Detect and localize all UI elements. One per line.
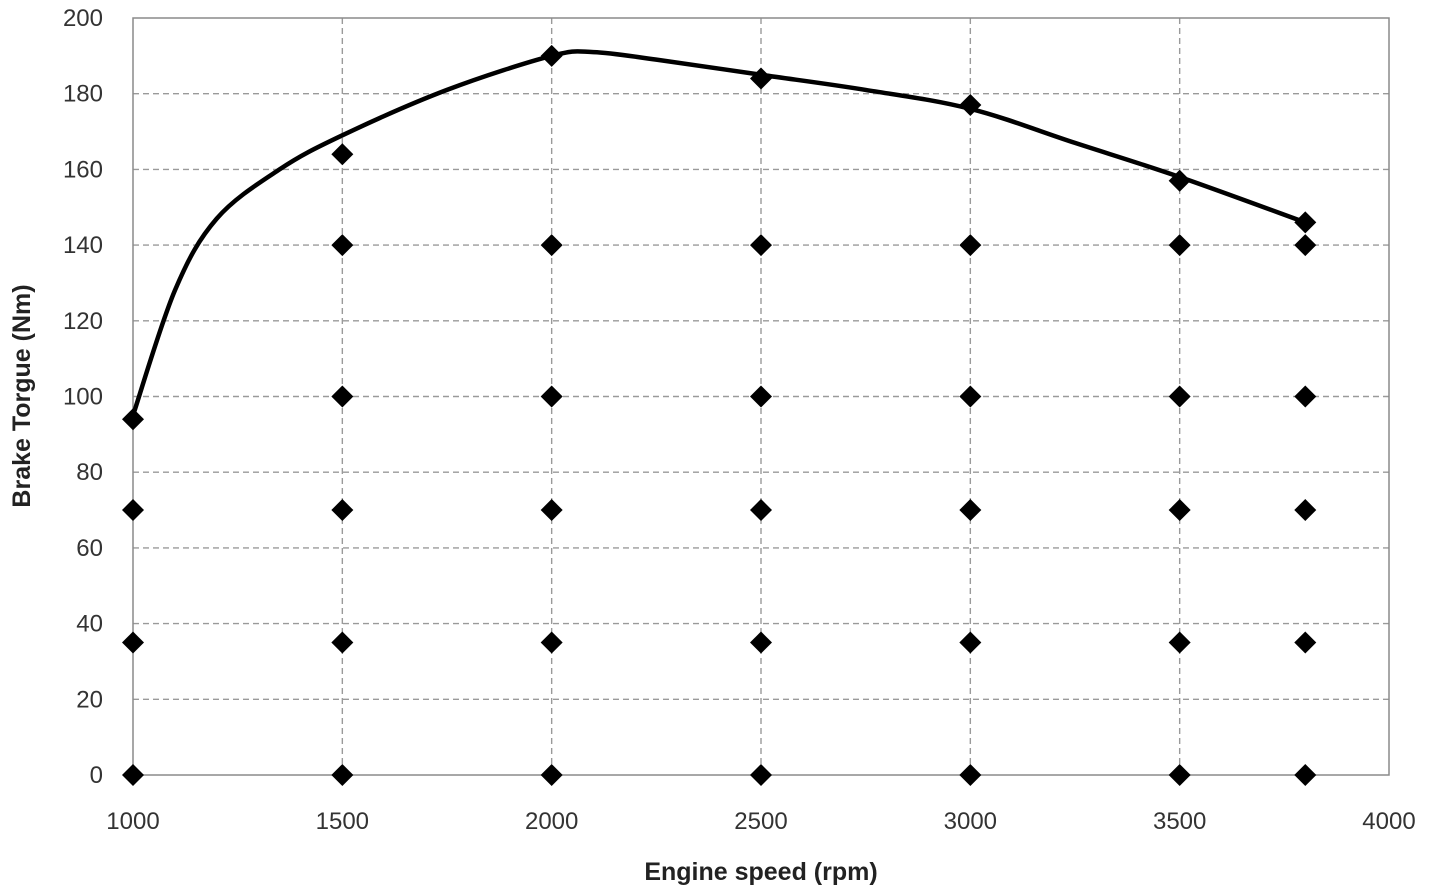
y-tick-label: 100 bbox=[63, 384, 103, 411]
x-tick-label: 3500 bbox=[1153, 808, 1206, 835]
data-point-marker bbox=[750, 764, 772, 786]
data-point-marker bbox=[331, 143, 354, 166]
y-tick-label: 140 bbox=[63, 232, 103, 259]
data-point-marker bbox=[1168, 169, 1191, 192]
data-point-marker bbox=[1294, 234, 1317, 257]
data-point-marker bbox=[122, 408, 144, 431]
data-point-marker bbox=[959, 764, 982, 786]
data-point-marker bbox=[750, 385, 772, 408]
data-point-marker bbox=[122, 631, 144, 654]
data-point-marker bbox=[331, 764, 354, 786]
y-tick-label: 180 bbox=[63, 81, 103, 108]
data-point-marker bbox=[331, 234, 354, 257]
data-point-marker bbox=[1294, 631, 1317, 654]
data-point-marker bbox=[540, 764, 563, 786]
y-tick-labels: 0 20 40 60 80 100 120 140 160 180 200 bbox=[63, 5, 103, 789]
y-tick-label: 60 bbox=[76, 535, 103, 562]
y-axis-title: Brake Torgue (Nm) bbox=[8, 284, 36, 507]
y-tick-label: 80 bbox=[76, 459, 103, 486]
data-point-marker bbox=[1168, 234, 1191, 257]
data-point-marker bbox=[959, 385, 982, 408]
x-axis-title: Engine speed (rpm) bbox=[644, 858, 877, 886]
data-markers bbox=[122, 44, 1317, 786]
x-tick-label: 2500 bbox=[734, 808, 787, 835]
x-tick-label: 3000 bbox=[944, 808, 997, 835]
data-point-marker bbox=[122, 764, 144, 786]
data-point-marker bbox=[1294, 385, 1317, 408]
data-point-marker bbox=[540, 499, 563, 522]
data-point-marker bbox=[750, 67, 772, 90]
data-point-marker bbox=[959, 631, 982, 654]
y-tick-label: 20 bbox=[76, 686, 103, 713]
data-point-marker bbox=[331, 631, 354, 654]
data-point-marker bbox=[1168, 631, 1191, 654]
data-point-marker bbox=[331, 499, 354, 522]
data-point-marker bbox=[1294, 499, 1317, 522]
x-tick-labels: 1000 1500 2000 2500 3000 3500 4000 bbox=[106, 808, 1415, 835]
x-tick-label: 1500 bbox=[316, 808, 369, 835]
x-tick-label: 1000 bbox=[106, 808, 159, 835]
data-point-marker bbox=[1294, 211, 1317, 234]
x-tick-label: 2000 bbox=[525, 808, 578, 835]
data-point-marker bbox=[1168, 385, 1191, 408]
data-point-marker bbox=[540, 385, 563, 408]
data-point-marker bbox=[959, 94, 982, 117]
y-tick-label: 40 bbox=[76, 611, 103, 638]
data-point-marker bbox=[1294, 764, 1317, 786]
data-point-marker bbox=[750, 234, 772, 257]
data-point-marker bbox=[959, 234, 982, 257]
data-point-marker bbox=[122, 499, 144, 522]
data-point-marker bbox=[1168, 499, 1191, 522]
data-point-marker bbox=[750, 499, 772, 522]
x-tick-label: 4000 bbox=[1362, 808, 1415, 835]
data-point-marker bbox=[959, 499, 982, 522]
y-tick-label: 0 bbox=[90, 762, 103, 789]
y-tick-label: 200 bbox=[63, 5, 103, 32]
data-point-marker bbox=[540, 44, 563, 67]
data-point-marker bbox=[331, 385, 354, 408]
y-tick-label: 160 bbox=[63, 156, 103, 183]
data-point-marker bbox=[750, 631, 772, 654]
data-point-marker bbox=[540, 234, 563, 257]
torque-curve bbox=[130, 49, 1308, 418]
y-tick-label: 120 bbox=[63, 308, 103, 335]
data-point-marker bbox=[540, 631, 563, 654]
data-point-marker bbox=[1168, 764, 1191, 786]
